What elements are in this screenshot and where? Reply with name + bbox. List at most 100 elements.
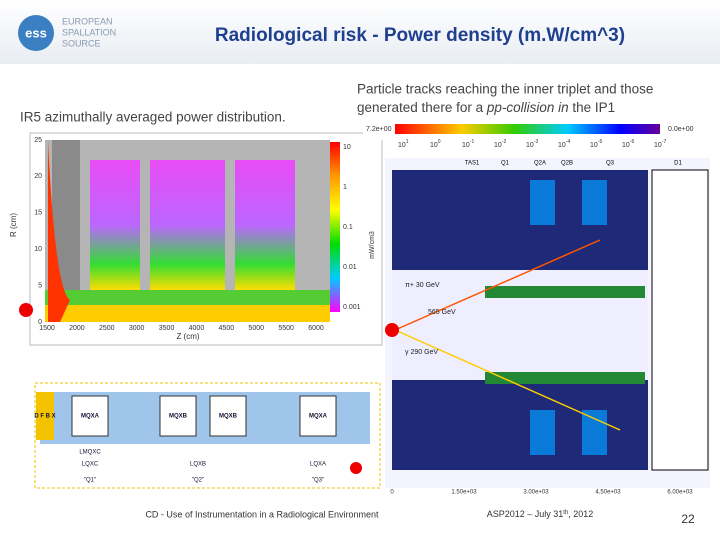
track-band [485,372,645,384]
magnet [71,395,109,437]
d1-region [651,169,709,471]
y-tick-label: 25 [34,137,42,144]
x-tick-label: 3.00e+03 [523,490,549,496]
x-tick-label: 6000 [308,325,324,332]
colorbar-label: mW/cm3 [369,231,376,259]
scale-max: 7.2e+00 [366,126,392,133]
page-number: 22 [681,512,695,526]
logo-circle [18,15,54,51]
dfbx [36,392,54,440]
scale-exp: -3 [534,139,539,145]
scale-exp: -4 [566,139,571,145]
region [150,160,225,290]
footer-date: ASP2012 – July 31th, 2012 [487,509,594,519]
region [235,160,295,290]
quad-name: "Q1" [84,478,96,484]
scale-tick: 10-3 [526,139,538,149]
region [48,140,70,322]
colorbar-label: 0.1 [343,224,353,231]
magnet [209,395,247,437]
left-caption: IR5 azimuthally averaged power distribut… [20,110,286,125]
element-label: Q3 [606,161,615,167]
x-tick-label: 3000 [129,325,145,332]
y-tick-label: 0 [38,319,42,326]
magnet-block [530,410,555,455]
scale-tick: 10-6 [622,139,634,149]
x-tick-label: 2000 [69,325,85,332]
magnet-label: MQXB [219,414,238,420]
scale-base: 10 [622,142,630,149]
magnet-label: D F B X [34,414,55,420]
scale-base: 10 [462,142,470,149]
scale-exp: -5 [598,139,603,145]
magnet-label: LMQXC [79,450,101,456]
scale-exp: 1 [406,139,409,145]
scale-exp: -2 [502,139,507,145]
magnet-label: LQXB [190,462,206,468]
marker [350,462,362,474]
magnet-block [582,410,607,455]
logo-text: EUROPEAN [62,16,113,26]
x-tick-label: 4.50e+03 [595,490,621,496]
scale-base: 10 [398,142,406,149]
track [394,329,621,431]
x-tick-label: 5000 [248,325,264,332]
magnet-label: LQXA [310,462,326,468]
y-label: R (cm) [9,213,18,237]
marker [19,303,33,317]
scale-base: 10 [430,142,438,149]
particle-label: π+ 30 GeV [405,282,440,289]
scale-exp: -7 [662,139,667,145]
scale-base: 10 [526,142,534,149]
magnet-label: MQXB [169,414,188,420]
right-caption: Particle tracks reaching the inner tripl… [357,82,653,97]
y-tick-label: 20 [34,173,42,180]
scale-bar [395,124,660,134]
logo-mark: ess [25,25,47,40]
scale-tick: 10-1 [462,139,474,149]
element-label: Q2B [561,161,573,167]
magnet-label: MQXA [309,414,328,420]
region [45,305,330,322]
quad-name: "Q2" [192,478,204,484]
right-caption: generated there for a pp-collision in th… [357,100,615,115]
x-tick-label: 6.00e+03 [667,490,693,496]
colorbar-label: 1 [343,184,347,191]
y-tick-label: 15 [34,210,42,217]
magnet [299,395,337,437]
footer-left: CD - Use of Instrumentation in a Radiolo… [145,509,379,519]
header-band [0,0,720,64]
x-tick-label: 4000 [189,325,205,332]
track [394,239,601,331]
magnet-block [582,180,607,225]
scale-tick: 10-7 [654,139,666,149]
scale-base: 10 [558,142,566,149]
scale-tick: 10-5 [590,139,602,149]
particle-label: γ 290 GeV [405,349,438,356]
y-tick-label: 10 [34,246,42,253]
logo-text: SOURCE [62,38,101,48]
region [90,160,140,290]
x-tick-label: 5500 [278,325,294,332]
x-label: Z (cm) [176,332,199,341]
scale-base: 10 [590,142,598,149]
scale-tick: 10-4 [558,139,570,149]
colorbar-label: 0.001 [343,304,361,311]
element-label: Q1 [501,161,510,167]
scale-min: 0.0e+00 [668,126,694,133]
x-tick-label: 0 [390,490,394,496]
marker [385,323,399,337]
scale-exp: -6 [630,139,635,145]
x-tick-label: 1.50e+03 [451,490,477,496]
x-tick-label: 3500 [159,325,175,332]
scale-tick: 100 [430,139,441,149]
x-tick-label: 2500 [99,325,115,332]
track-band [485,286,645,298]
magnet-block [530,180,555,225]
colorbar-label: 0.01 [343,264,357,271]
scale-exp: -1 [470,139,475,145]
particle-label: 565 GeV [428,309,456,316]
track-image [363,120,710,488]
scale-tick: 101 [398,139,409,149]
x-tick-label: 1500 [39,325,55,332]
